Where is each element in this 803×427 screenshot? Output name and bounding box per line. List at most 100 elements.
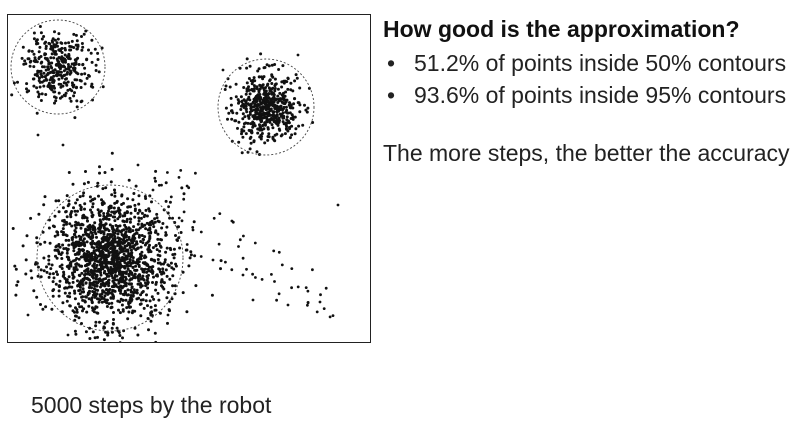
sample-point xyxy=(170,266,174,270)
sample-point xyxy=(71,309,75,313)
sample-point xyxy=(102,326,106,330)
sample-point xyxy=(62,247,66,251)
sample-point xyxy=(142,215,146,219)
sample-point xyxy=(58,49,62,52)
sample-point xyxy=(245,57,249,61)
sample-point xyxy=(97,240,101,244)
stats-bullet-1: • 51.2% of points inside 50% contours xyxy=(383,48,798,78)
sample-point xyxy=(296,101,300,105)
sample-point xyxy=(48,78,52,82)
sample-point xyxy=(278,91,282,95)
sample-point xyxy=(118,244,122,248)
sample-point xyxy=(135,242,139,246)
sample-point xyxy=(57,210,61,214)
sample-point xyxy=(113,267,117,271)
sample-point xyxy=(102,214,106,218)
sample-point xyxy=(72,32,76,36)
sample-point xyxy=(189,253,193,257)
sample-point xyxy=(289,81,293,85)
sample-point xyxy=(255,98,258,102)
sample-point xyxy=(146,267,150,271)
sample-point xyxy=(53,234,57,238)
sample-point xyxy=(72,249,76,253)
sample-point xyxy=(57,294,61,298)
sample-point xyxy=(219,267,222,271)
bullet-dot-icon: • xyxy=(387,82,396,108)
sample-point xyxy=(266,127,270,131)
sample-point xyxy=(150,200,153,204)
sample-point xyxy=(122,252,126,256)
sample-point xyxy=(270,87,274,91)
sample-point xyxy=(92,251,96,255)
sample-point xyxy=(84,295,87,299)
sample-point xyxy=(124,284,128,288)
sample-point xyxy=(68,96,72,100)
sample-point xyxy=(87,73,90,77)
sample-point xyxy=(258,125,262,129)
sample-point xyxy=(74,62,78,66)
sample-point xyxy=(110,151,114,155)
sample-point xyxy=(210,293,214,297)
sample-point xyxy=(44,68,48,72)
sample-point xyxy=(145,214,149,218)
sample-point xyxy=(258,111,262,115)
sample-point xyxy=(230,268,234,272)
sample-point xyxy=(154,179,157,183)
sample-point xyxy=(91,205,95,209)
sample-point xyxy=(47,254,51,258)
sample-point xyxy=(93,221,97,225)
sample-point xyxy=(178,246,182,250)
sample-point xyxy=(57,91,61,95)
sample-point xyxy=(128,264,132,268)
sample-point xyxy=(284,105,288,109)
sample-point xyxy=(260,278,264,281)
sample-point xyxy=(253,114,257,118)
sample-point xyxy=(70,81,74,85)
sample-point xyxy=(68,222,72,226)
sample-point xyxy=(94,232,98,236)
sample-point xyxy=(153,331,157,335)
sample-point xyxy=(29,269,33,273)
sample-point xyxy=(103,247,107,251)
sample-point xyxy=(261,77,265,81)
sample-point xyxy=(311,268,314,272)
sample-point xyxy=(66,63,70,66)
sample-point xyxy=(28,60,32,64)
sample-point xyxy=(21,244,25,248)
sample-point xyxy=(251,125,255,129)
sample-point xyxy=(133,326,137,330)
sample-point xyxy=(137,216,141,220)
sample-point xyxy=(297,124,301,128)
sample-point xyxy=(70,39,74,43)
sample-point xyxy=(292,102,296,106)
sample-point xyxy=(75,105,79,109)
sample-point xyxy=(110,193,114,197)
sample-point xyxy=(42,256,46,260)
sample-point xyxy=(270,123,274,127)
sample-point xyxy=(144,299,148,303)
sample-point xyxy=(110,167,114,171)
sample-point xyxy=(53,101,56,105)
sample-point xyxy=(96,51,100,55)
sample-point xyxy=(51,80,54,84)
sample-point xyxy=(194,171,197,175)
sample-point xyxy=(296,53,300,57)
sample-point xyxy=(270,73,274,77)
sample-point xyxy=(73,223,77,227)
sample-point xyxy=(110,330,114,334)
sample-point xyxy=(70,45,73,49)
sample-point xyxy=(32,31,36,35)
sample-point xyxy=(92,292,96,296)
sample-point xyxy=(72,94,76,98)
sample-point xyxy=(242,234,245,238)
sample-point xyxy=(286,303,290,307)
sample-point xyxy=(84,272,88,276)
sample-point xyxy=(109,291,113,295)
sample-point xyxy=(74,230,78,234)
sample-point xyxy=(104,298,107,302)
sample-point xyxy=(126,249,130,253)
sample-point xyxy=(51,78,55,82)
sample-point xyxy=(119,297,123,301)
sample-point xyxy=(74,220,78,224)
sample-point xyxy=(50,263,54,267)
